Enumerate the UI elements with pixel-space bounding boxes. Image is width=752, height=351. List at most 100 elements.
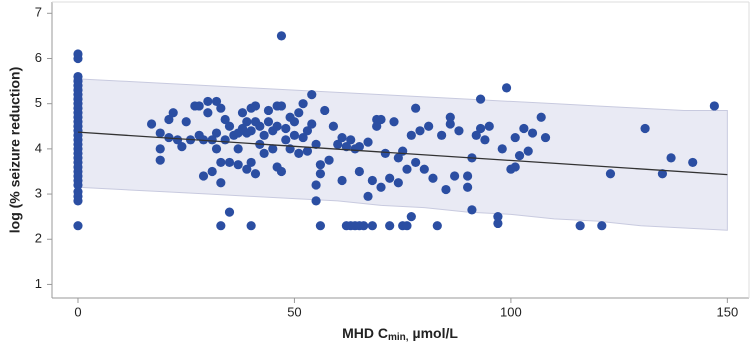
data-point <box>367 175 377 186</box>
data-point <box>367 221 377 231</box>
data-point <box>376 182 386 192</box>
data-point <box>281 123 291 134</box>
x-label-unit: µmol/L <box>413 325 459 341</box>
data-point <box>328 121 338 131</box>
data-point <box>276 101 287 111</box>
data-point <box>237 108 248 118</box>
data-point <box>354 142 364 152</box>
data-point <box>250 169 261 179</box>
data-point <box>216 221 226 231</box>
data-point <box>688 157 698 168</box>
data-point <box>250 101 261 111</box>
regression-line <box>77 131 728 176</box>
y-tick-label: 6 <box>35 50 42 65</box>
data-point <box>255 121 265 131</box>
data-point <box>605 169 616 179</box>
data-point <box>220 135 230 145</box>
data-point <box>164 114 174 125</box>
data-point <box>597 221 607 231</box>
data-point <box>281 135 291 145</box>
data-point <box>203 108 213 118</box>
data-point <box>224 207 235 217</box>
data-point <box>177 142 187 152</box>
y-tick-label: 7 <box>35 5 42 20</box>
data-point <box>315 160 326 170</box>
data-point <box>73 221 83 231</box>
data-point <box>354 166 364 177</box>
y-tick-label: 3 <box>35 185 42 200</box>
data-point <box>155 155 165 165</box>
x-label-main: MHD C <box>342 325 388 341</box>
data-point <box>272 121 282 131</box>
data-point <box>385 221 395 231</box>
data-point <box>393 178 403 188</box>
data-point <box>263 105 274 116</box>
data-point <box>73 53 83 64</box>
data-point <box>216 157 226 168</box>
data-point <box>311 196 321 206</box>
data-point <box>315 169 326 179</box>
data-point <box>493 218 503 229</box>
data-point <box>540 132 551 143</box>
data-point <box>242 164 252 174</box>
y-tick-label: 5 <box>35 95 42 110</box>
data-point <box>514 151 525 161</box>
data-point <box>268 144 278 154</box>
data-point <box>233 144 243 154</box>
data-point <box>194 101 204 111</box>
data-point <box>640 123 650 134</box>
data-point <box>501 83 512 93</box>
data-point <box>155 128 165 138</box>
x-tick-label: 0 <box>74 304 81 319</box>
data-point <box>657 169 668 179</box>
data-point <box>233 160 243 170</box>
data-point <box>432 221 442 231</box>
data-point <box>536 112 546 122</box>
data-point <box>172 135 183 145</box>
data-point <box>307 119 317 129</box>
data-point <box>246 157 256 168</box>
data-point <box>337 132 347 143</box>
y-tick-label: 1 <box>35 276 42 291</box>
data-point <box>302 146 313 156</box>
data-point <box>311 139 321 149</box>
data-point <box>363 137 373 147</box>
data-point <box>289 130 300 140</box>
data-point <box>471 130 481 140</box>
data-point <box>207 166 217 177</box>
data-point <box>216 178 226 188</box>
data-point <box>411 103 421 113</box>
x-tick-label: 100 <box>500 304 522 319</box>
data-point <box>294 108 304 118</box>
data-point <box>385 173 395 183</box>
data-point <box>324 155 334 165</box>
data-point <box>666 153 676 163</box>
data-point <box>523 146 533 156</box>
x-tick-label: 50 <box>287 304 301 319</box>
data-point <box>709 101 719 111</box>
data-point <box>320 105 330 116</box>
data-point <box>224 157 235 168</box>
data-point <box>411 157 421 168</box>
data-point <box>207 135 217 145</box>
data-point <box>198 171 209 181</box>
data-point <box>263 117 274 127</box>
data-point <box>393 153 403 163</box>
x-axis-label: MHD Cmin, µmol/L <box>342 325 458 343</box>
data-point <box>463 182 473 192</box>
data-point <box>450 171 460 181</box>
data-point <box>211 96 222 107</box>
data-point <box>441 184 451 195</box>
data-point <box>359 221 369 231</box>
data-point <box>289 117 300 127</box>
data-point <box>402 164 412 174</box>
data-point <box>246 126 256 136</box>
data-point <box>454 126 464 136</box>
data-point <box>259 148 269 158</box>
data-point <box>315 221 326 231</box>
data-point <box>445 119 455 129</box>
data-point <box>389 117 399 127</box>
data-point <box>402 221 412 231</box>
data-point <box>463 171 473 181</box>
